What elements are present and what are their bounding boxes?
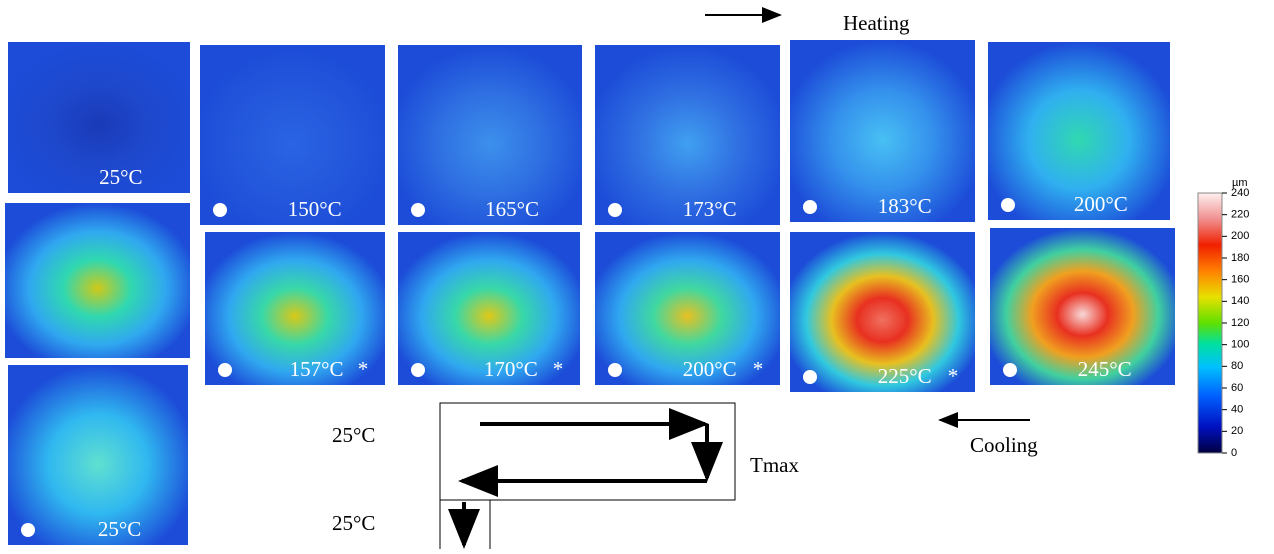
marker-dot: [608, 203, 622, 217]
colorbar-tick-label: 240: [1231, 187, 1249, 199]
heatmap-panel: [990, 228, 1175, 385]
colorbar-tick-label: 120: [1231, 317, 1249, 329]
heatmap-panel: [8, 42, 190, 193]
colorbar-tick-label: 200: [1231, 230, 1249, 242]
heatmap-panel: [398, 232, 580, 385]
schematic-end: 25°C: [332, 511, 375, 535]
panel-note: *: [358, 357, 369, 381]
panel-label: 150°C: [288, 197, 342, 221]
panel-label: 25°C: [98, 517, 141, 541]
marker-dot: [1001, 198, 1015, 212]
heatmap-panel: [595, 232, 780, 385]
heatmap-panel: [988, 42, 1170, 220]
panel-note: *: [948, 364, 959, 388]
colorbar-tick-label: 0: [1231, 447, 1237, 459]
colorbar-unit: µm: [1232, 177, 1248, 189]
panel-label: 200°C: [683, 357, 737, 381]
cooling-label: Cooling: [970, 433, 1038, 457]
marker-dot: [218, 363, 232, 377]
panel-note: *: [553, 357, 564, 381]
colorbar-tick-label: 80: [1231, 360, 1243, 372]
colorbar-tick-label: 100: [1231, 339, 1249, 351]
panel-label: 225°C: [878, 364, 932, 388]
heatmap-panel: [790, 40, 975, 222]
colorbar-tick-label: 180: [1231, 252, 1249, 264]
schematic-start: 25°C: [332, 423, 375, 447]
panel-label: 25°C: [99, 165, 142, 189]
marker-dot: [803, 200, 817, 214]
marker-dot: [411, 363, 425, 377]
heatmap-panel: [398, 45, 582, 225]
marker-dot: [803, 370, 817, 384]
marker-dot: [608, 363, 622, 377]
schematic-peak: Tmax: [750, 453, 799, 477]
marker-dot: [213, 203, 227, 217]
heatmap-panel: [205, 232, 385, 385]
marker-dot: [1003, 363, 1017, 377]
panel-label: 183°C: [878, 194, 932, 218]
colorbar-tick-label: 20: [1231, 425, 1243, 437]
schematic-box: [439, 402, 736, 501]
panel-label: 170°C: [484, 357, 538, 381]
panel-note: *: [753, 357, 764, 381]
colorbar-tick-label: 160: [1231, 274, 1249, 286]
colorbar-tick-label: 220: [1231, 209, 1249, 221]
colorbar: [1197, 192, 1223, 454]
panel-label: 245°C: [1078, 357, 1132, 381]
heatmap-panel: [8, 365, 188, 545]
heatmap-panel: [595, 45, 780, 225]
panel-label: 165°C: [485, 197, 539, 221]
marker-dot: [21, 523, 35, 537]
panel-label: 200°C: [1074, 192, 1128, 216]
colorbar-tick-label: 40: [1231, 404, 1243, 416]
panel-label: 157°C: [290, 357, 344, 381]
heatmap-panel: [790, 232, 975, 392]
colorbar-tick-label: 140: [1231, 295, 1249, 307]
colorbar-tick-label: 60: [1231, 382, 1243, 394]
panel-label: 173°C: [683, 197, 737, 221]
heatmap-panel: [5, 203, 190, 358]
heatmap-panel: [200, 45, 385, 225]
marker-dot: [411, 203, 425, 217]
heating-label: Heating: [843, 11, 910, 35]
